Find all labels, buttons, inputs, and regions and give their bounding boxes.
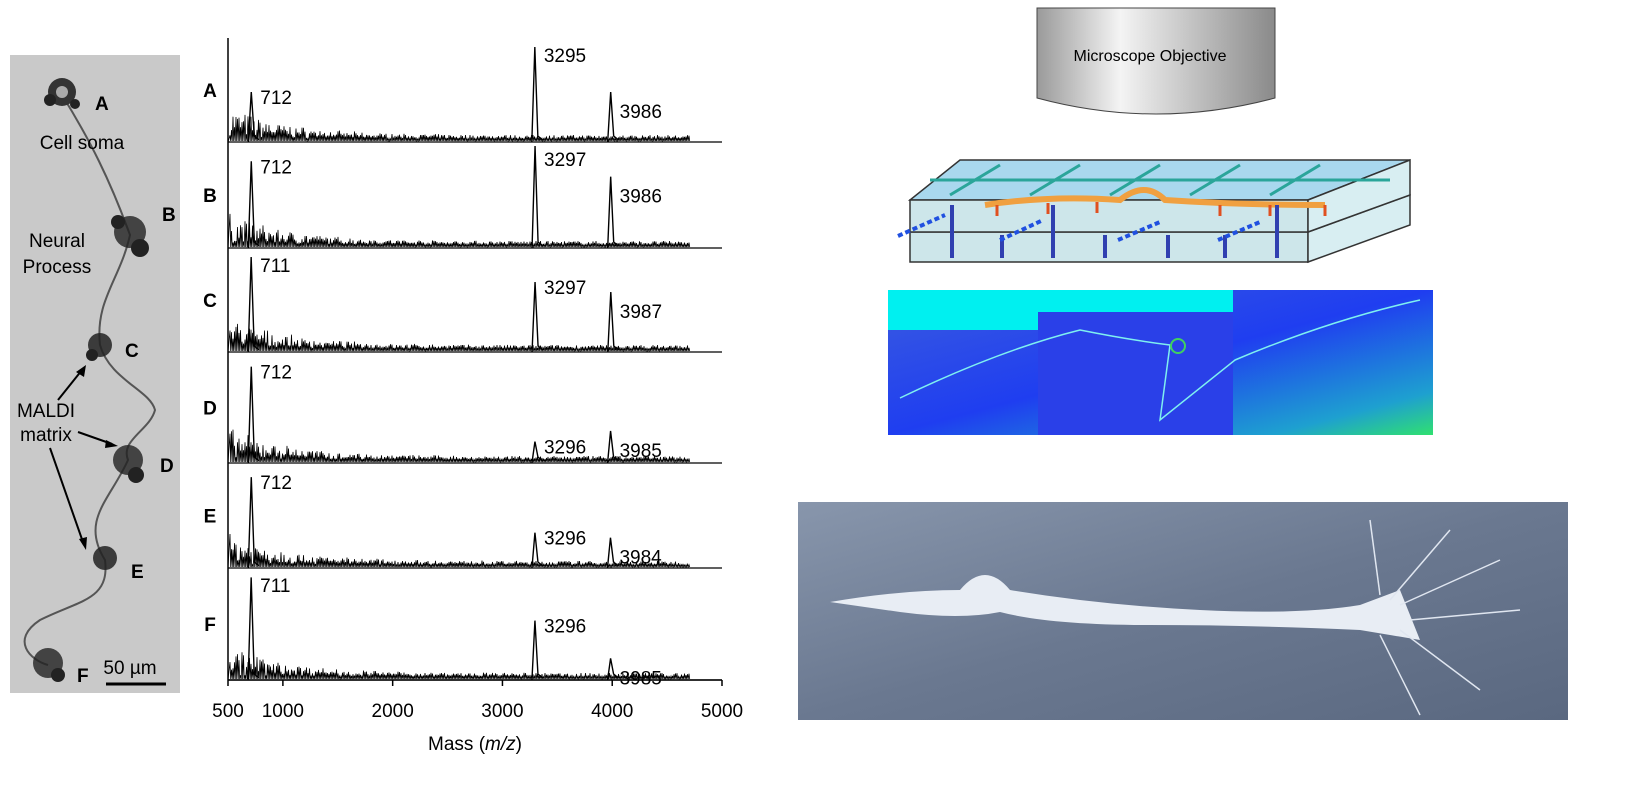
peak xyxy=(532,282,543,352)
x-axis-label-part: Mass ( xyxy=(428,734,486,755)
x-axis-label-part: ) xyxy=(516,734,522,755)
x-tick-label: 4000 xyxy=(591,701,633,722)
peak xyxy=(532,533,543,568)
x-tick-label: 500 xyxy=(212,701,244,722)
peak xyxy=(608,92,619,142)
x-tick-label: 5000 xyxy=(701,701,743,722)
matrix-label: matrix xyxy=(20,425,72,446)
peak-label: 3297 xyxy=(544,278,586,299)
peak-label: 711 xyxy=(260,576,290,597)
soma-label: Cell soma xyxy=(40,133,125,154)
panel-label: D xyxy=(203,399,217,420)
peak-label: 3296 xyxy=(544,617,586,638)
spot-label: A xyxy=(95,94,109,115)
panel-label: B xyxy=(203,186,217,207)
spot-label: E xyxy=(131,562,144,583)
peak-label: 3985 xyxy=(620,441,662,462)
spot-label: B xyxy=(162,205,176,226)
matrix-label: MALDI xyxy=(17,401,75,422)
peak xyxy=(248,477,259,568)
peak xyxy=(532,47,543,142)
spectrum-noise xyxy=(228,214,690,248)
fluorescence-image xyxy=(888,290,1433,435)
objective-label: Microscope Objective xyxy=(1074,48,1227,65)
peak xyxy=(532,621,543,680)
panel-label: C xyxy=(203,291,217,312)
peak-label: 3987 xyxy=(620,302,662,323)
x-axis-label-part: m/z xyxy=(485,734,516,755)
process-label: Process xyxy=(23,257,92,278)
peak xyxy=(532,146,543,248)
peak-label: 712 xyxy=(260,157,292,178)
x-tick-label: 3000 xyxy=(481,701,523,722)
peak-label: 3296 xyxy=(544,438,586,459)
peak-label: 712 xyxy=(260,473,292,494)
peak-label: 712 xyxy=(260,88,292,109)
peak-label: 711 xyxy=(260,256,290,277)
peak-label: 3296 xyxy=(544,529,586,550)
x-tick-label: 1000 xyxy=(262,701,304,722)
objective-diagram: Microscope Objective xyxy=(1037,8,1275,114)
x-axis-label: Mass (m/z) xyxy=(428,734,522,755)
spot-label: C xyxy=(125,341,139,362)
figure: A B C D E F Cell soma Neural Process MAL… xyxy=(0,0,1636,787)
scale-label: 50 µm xyxy=(103,658,156,679)
peak xyxy=(608,292,619,352)
peak-label: 3986 xyxy=(620,102,662,123)
peak-label: 3985 xyxy=(620,668,662,689)
peak-label: 3297 xyxy=(544,150,586,171)
peak-label: 3295 xyxy=(544,46,586,67)
spot-label: F xyxy=(77,666,89,687)
panel-label: A xyxy=(203,81,217,102)
sem-image xyxy=(798,502,1568,720)
chip-diagram xyxy=(898,160,1410,262)
panel-label: E xyxy=(204,507,217,528)
peak-label: 3984 xyxy=(619,548,662,569)
peak-label: 3986 xyxy=(620,187,662,208)
spot-label: D xyxy=(160,456,174,477)
spectrum-noise xyxy=(228,324,690,352)
peak xyxy=(608,177,619,248)
process-label: Neural xyxy=(29,231,85,252)
micrograph: A B C D E F Cell soma Neural Process MAL… xyxy=(10,55,180,693)
panel-label: F xyxy=(204,615,216,636)
peak-label: 712 xyxy=(260,363,292,384)
spectra: 500 1000 2000 3000 4000 5000 Mass (m/z) A 712 329… xyxy=(203,38,743,755)
x-tick-label: 2000 xyxy=(372,701,414,722)
